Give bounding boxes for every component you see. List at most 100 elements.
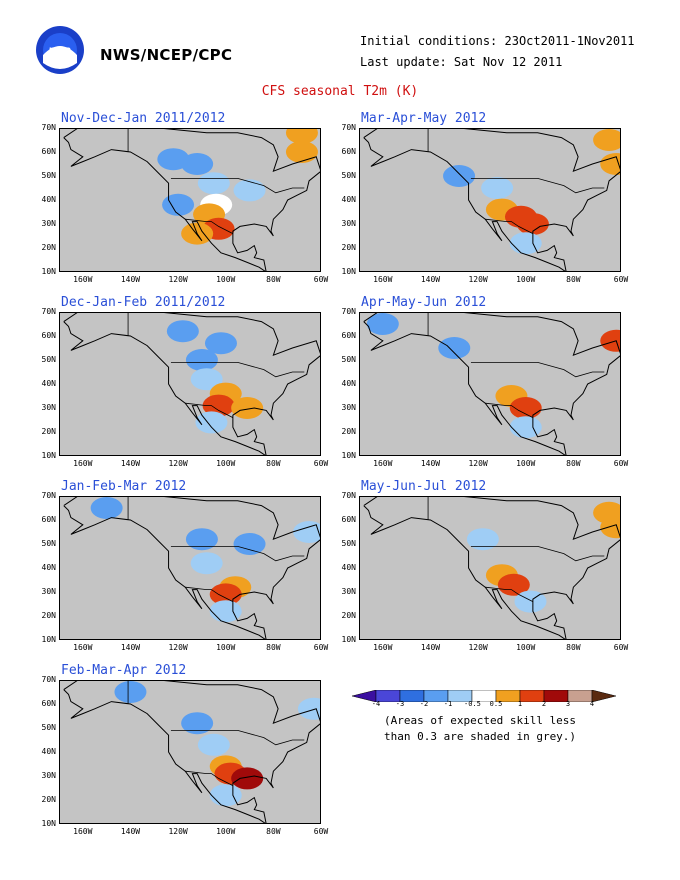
lon-tick-label: 60W: [613, 459, 629, 468]
colorbar-tick-label: -2: [419, 700, 429, 708]
lon-tick-label: 60W: [613, 275, 629, 284]
lat-tick-label: 50N: [41, 355, 56, 364]
panel-title: May-Jun-Jul 2012: [361, 479, 487, 494]
map-panel: [359, 496, 621, 640]
anomaly-patch: [233, 179, 266, 202]
lat-tick-label: 60N: [41, 515, 56, 524]
panel-title: Feb-Mar-Apr 2012: [61, 663, 187, 678]
anomaly-patch: [231, 767, 264, 790]
country-border: [185, 586, 234, 602]
country-border: [170, 730, 305, 746]
anomaly-patch: [600, 153, 621, 175]
lon-tick-label: 80W: [266, 275, 281, 284]
lat-tick-label: 30N: [41, 219, 56, 228]
lon-tick-label: 100W: [216, 459, 236, 468]
colorbar-high-end: [591, 690, 617, 702]
grey-background: [59, 496, 321, 640]
anomaly-patch: [509, 416, 542, 439]
lon-tick-label: 60W: [313, 643, 329, 652]
colorbar-tick-label: 1: [517, 700, 523, 708]
lon-tick-label: 120W: [168, 643, 188, 652]
country-border: [470, 178, 605, 194]
lat-tick-label: 10N: [41, 267, 56, 276]
lat-tick-label: 60N: [41, 331, 56, 340]
coastline: [363, 496, 621, 640]
anomaly-patch: [497, 573, 530, 596]
lon-tick-label: 140W: [420, 459, 441, 468]
lon-tick-label: 80W: [566, 643, 581, 652]
lat-tick-label: 40N: [41, 747, 56, 756]
lon-tick-label: 120W: [168, 459, 188, 468]
lat-tick-label: 70N: [41, 675, 56, 684]
anomaly-patch: [114, 681, 147, 703]
map-frame: [59, 680, 321, 824]
lat-tick-label: 50N: [341, 171, 356, 180]
svg-text:noaa: noaa: [49, 45, 71, 54]
lat-tick-label: 70N: [41, 491, 56, 500]
country-border: [185, 218, 234, 234]
anomaly-patch: [438, 337, 471, 359]
lat-tick-label: 30N: [341, 219, 356, 228]
anomaly-patch: [509, 397, 542, 419]
map-frame: [359, 128, 621, 272]
lat-tick-label: 40N: [341, 563, 356, 572]
lon-tick-label: 160W: [73, 827, 93, 836]
noaa-logo: noaa: [36, 26, 84, 74]
lon-tick-label: 60W: [613, 643, 629, 652]
lat-tick-label: 50N: [341, 539, 356, 548]
lon-tick-label: 80W: [266, 459, 281, 468]
panel-title: Jan-Feb-Mar 2012: [61, 479, 187, 494]
anomaly-patch: [181, 712, 214, 735]
grey-background: [359, 128, 621, 272]
lon-tick-label: 100W: [516, 275, 536, 284]
lat-tick-label: 20N: [341, 427, 356, 436]
map-panel: [59, 680, 321, 824]
lat-tick-label: 20N: [341, 611, 356, 620]
lon-tick-label: 140W: [120, 827, 141, 836]
lon-tick-label: 160W: [373, 459, 393, 468]
lat-tick-label: 50N: [341, 355, 356, 364]
coastline: [63, 496, 321, 640]
anomaly-patch: [90, 497, 123, 519]
lon-tick-label: 100W: [516, 459, 536, 468]
lon-tick-label: 140W: [420, 275, 441, 284]
lat-tick-label: 40N: [41, 563, 56, 572]
anomaly-patch: [285, 128, 318, 144]
country-border: [485, 586, 534, 602]
anomaly-patch: [166, 320, 199, 343]
anomaly-patch: [185, 528, 218, 551]
panel-title: Mar-Apr-May 2012: [361, 111, 487, 126]
skill-note-line2: than 0.3 are shaded in grey.): [384, 730, 577, 743]
lat-tick-label: 50N: [41, 171, 56, 180]
lon-tick-label: 140W: [420, 643, 441, 652]
country-border: [170, 546, 305, 562]
country-border: [470, 546, 605, 562]
colorbar-tick-label: -3: [395, 700, 405, 708]
lat-tick-label: 40N: [341, 195, 356, 204]
anomaly-patch: [293, 521, 321, 543]
lat-tick-label: 60N: [341, 331, 356, 340]
lon-tick-label: 160W: [373, 275, 393, 284]
country-border: [485, 402, 534, 418]
lon-tick-label: 140W: [120, 275, 141, 284]
lon-tick-label: 120W: [168, 827, 188, 836]
coastline: [63, 680, 321, 824]
anomaly-patch: [297, 697, 321, 720]
anomaly-patch: [231, 397, 264, 419]
colorbar-tick-label: 2: [541, 700, 547, 708]
map-frame: [59, 496, 321, 640]
map-panel: [359, 128, 621, 272]
map-frame: [359, 496, 621, 640]
country-border: [170, 178, 305, 194]
anomaly-patch: [443, 165, 476, 187]
lat-tick-label: 60N: [341, 147, 356, 156]
map-frame: [59, 128, 321, 272]
lat-tick-label: 50N: [41, 723, 56, 732]
initial-conditions: Initial conditions: 23Oct2011-1Nov2011: [360, 34, 635, 48]
lon-tick-label: 160W: [73, 275, 93, 284]
lon-tick-label: 80W: [266, 643, 281, 652]
lon-tick-label: 140W: [120, 459, 141, 468]
figure-title: CFS seasonal T2m (K): [261, 84, 419, 99]
lat-tick-label: 20N: [41, 795, 56, 804]
lon-tick-label: 160W: [73, 643, 93, 652]
